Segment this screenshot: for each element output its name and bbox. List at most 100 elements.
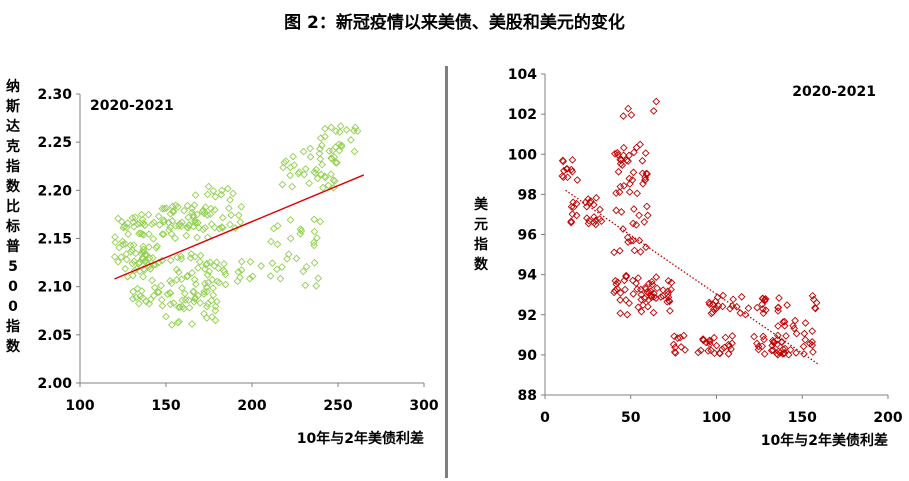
data-point [720,343,729,352]
data-point [189,213,198,222]
data-point [188,320,196,328]
period-annotation: 2020-2021 [90,98,174,114]
data-point [640,294,649,303]
data-point [581,198,590,207]
data-point [616,182,625,191]
data-point [616,289,625,297]
data-point [801,319,810,327]
data-point [278,263,286,271]
data-point [149,291,158,300]
data-point [122,255,131,264]
data-point [137,250,146,258]
data-point [286,171,294,180]
data-point [286,234,295,243]
data-point [777,338,786,347]
data-point [625,299,633,308]
data-point [754,342,763,351]
data-point [217,190,226,199]
data-point [327,170,335,179]
data-point [760,296,769,305]
data-point [630,246,639,255]
data-point [215,278,223,287]
data-point [643,170,651,178]
data-point [616,159,625,168]
trend-line [565,189,820,366]
data-point [276,274,285,283]
figure-title: 图 2：新冠疫情以来美债、美股和美元的变化 [284,13,625,33]
data-point [659,286,667,294]
data-point [233,277,242,286]
data-point [121,240,130,248]
data-point [193,233,201,242]
data-point [203,299,212,308]
data-point [154,288,163,296]
data-point [200,309,208,318]
data-point [318,160,326,169]
data-point [202,260,210,269]
data-point [236,273,244,282]
data-point [652,97,661,106]
data-point [636,140,644,149]
data-point [614,167,623,176]
data-point [266,272,275,280]
x-tick-label: 150 [788,410,817,426]
y-tick-label: 98 [518,187,537,203]
data-point [761,295,769,304]
data-point [246,257,255,266]
data-point [629,168,638,177]
data-point [800,350,808,358]
data-point [808,341,817,349]
data-point [649,107,658,115]
data-point [625,188,634,196]
data-point [142,297,150,306]
data-point [624,104,633,113]
data-point [773,349,781,358]
data-point [292,254,301,263]
data-point [150,218,158,227]
data-point [310,215,319,224]
x-tick-label: 100 [702,410,731,426]
data-point [138,215,147,224]
data-point [712,341,721,350]
data-point [336,122,345,130]
data-point [337,142,346,151]
data-point [569,198,577,207]
data-point [210,262,219,270]
data-point [121,264,130,273]
data-point [644,302,652,311]
data-point [160,204,169,213]
data-point [629,219,637,228]
data-point [139,242,148,251]
data-point [273,221,282,230]
data-point [572,211,581,220]
data-point [286,216,295,224]
data-point [110,253,119,261]
data-point [220,267,229,276]
data-point [135,299,143,308]
data-point [811,303,819,312]
data-point [630,205,638,213]
data-point [209,291,218,299]
data-point [652,294,660,302]
y-tick-label: 88 [518,388,537,404]
data-point [342,125,351,134]
data-point [673,334,682,342]
data-point [705,336,714,345]
data-point [792,329,801,338]
data-point [114,257,122,266]
y-tick-label: 2.30 [37,87,72,103]
data-point [670,332,679,341]
data-point [637,290,646,299]
data-point [166,289,175,298]
data-point [227,211,235,219]
data-point [128,259,137,268]
data-point [280,158,289,167]
data-point [286,163,295,172]
data-point [198,207,207,216]
data-point [671,343,679,352]
data-point [158,204,167,213]
data-point [144,210,153,219]
data-point [166,300,175,309]
data-point [283,255,291,263]
